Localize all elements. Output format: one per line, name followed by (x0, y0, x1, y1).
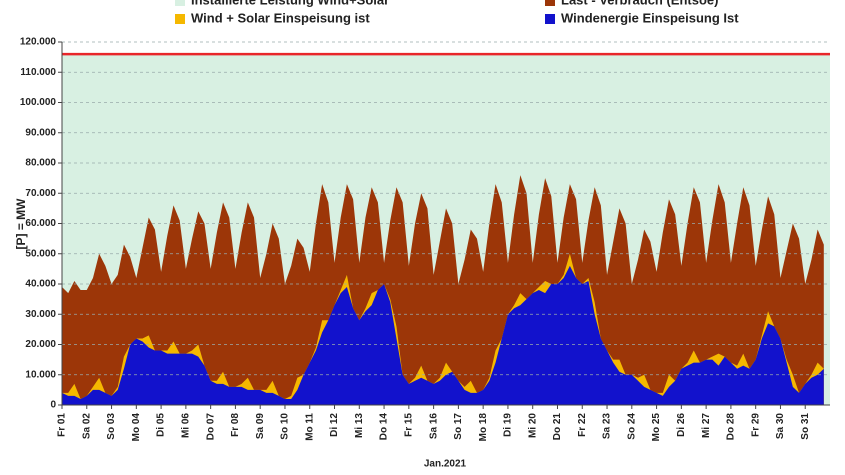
y-tick-label: 60.000 (25, 218, 56, 229)
y-tick-label: 10.000 (25, 369, 56, 380)
x-tick-label: Mo 25 (651, 413, 662, 442)
x-tick-label: Mo 18 (478, 413, 489, 442)
legend-marker (545, 14, 555, 24)
x-tick-label: Mi 27 (701, 413, 712, 438)
x-tick-label: So 10 (280, 413, 291, 440)
x-tick-label: So 17 (453, 413, 464, 440)
y-axis-label: [P] = MW (14, 198, 28, 250)
x-tick-label: Mo 04 (131, 413, 142, 442)
legend-marker (175, 0, 185, 6)
legend-marker (175, 14, 185, 24)
x-tick-label: Do 21 (552, 413, 563, 441)
x-tick-label: Mi 13 (354, 413, 365, 438)
area (62, 175, 824, 405)
y-tick-label: 70.000 (25, 188, 56, 199)
x-axis-label: Jan.2021 (424, 459, 467, 470)
x-tick-label: Fr 08 (230, 413, 241, 437)
y-tick-label: 20.000 (25, 339, 56, 350)
y-tick-label: 120.000 (20, 37, 57, 48)
grid (62, 41, 830, 406)
y-tick-label: 80.000 (25, 158, 56, 169)
y-tick-label: 0 (50, 400, 56, 411)
x-tick-label: So 24 (626, 413, 637, 440)
x-tick-label: Do 07 (205, 413, 216, 441)
x-tick-label: Sa 23 (602, 413, 613, 440)
x-tick-label: Sa 30 (775, 413, 786, 440)
x-tick-label: Do 14 (379, 413, 390, 441)
legend-label: Last - Verbrauch (Entsoe) (561, 0, 718, 7)
x-tick-label: Fr 22 (577, 413, 588, 437)
x-tick-label: Do 28 (726, 413, 737, 441)
y-tick-label: 40.000 (25, 279, 56, 290)
x-tick-label: So 31 (800, 413, 811, 440)
x-tick-label: Mi 06 (181, 413, 192, 438)
y-tick-label: 110.000 (20, 67, 56, 78)
y-tick-label: 50.000 (25, 248, 56, 259)
plot-area (62, 52, 830, 405)
y-tick-label: 100.000 (20, 97, 57, 108)
x-tick-label: Di 05 (156, 413, 167, 437)
x-tick-label: Fr 15 (403, 413, 414, 437)
x-tick-label: Di 19 (503, 413, 514, 437)
y-tick-label: 90.000 (25, 127, 56, 138)
area (62, 265, 824, 405)
x-tick-label: Di 26 (676, 413, 687, 437)
legend-marker (545, 0, 555, 6)
x-tick-label: Mo 11 (304, 413, 315, 441)
x-tick-label: Di 12 (329, 413, 340, 437)
legend: Installierte Leistung Wind+Solar Last - V… (175, 0, 739, 25)
legend-label: Wind + Solar Einspeisung ist (191, 10, 370, 25)
legend-label: Installierte Leistung Wind+Solar (191, 0, 389, 7)
x-tick-label: Sa 16 (428, 413, 439, 440)
x-tick-label: Sa 09 (255, 413, 266, 440)
x-tick-label: Mi 20 (527, 413, 538, 438)
x-tick-label: Fr 01 (57, 413, 68, 437)
legend-label: Windenergie Einspeisung Ist (561, 10, 739, 25)
y-tick-label: 30.000 (25, 309, 56, 320)
x-tick-label: So 03 (106, 413, 117, 440)
x-tick-label: Fr 29 (750, 413, 761, 437)
x-tick-label: Sa 02 (81, 413, 92, 440)
